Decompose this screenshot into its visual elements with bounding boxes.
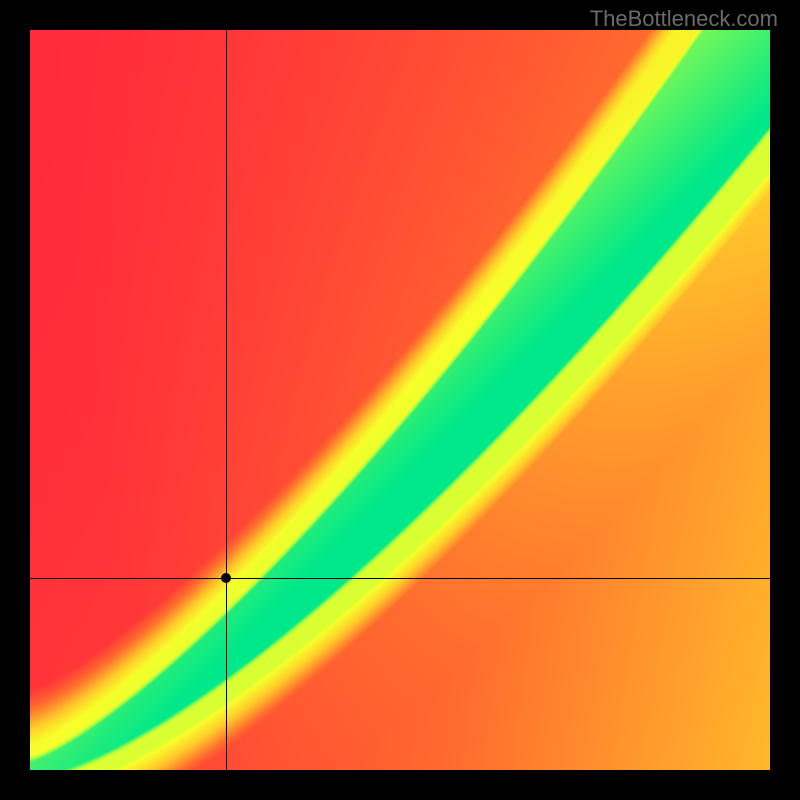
crosshair-vertical xyxy=(226,30,227,770)
crosshair-marker xyxy=(221,573,231,583)
heatmap-canvas xyxy=(30,30,770,770)
crosshair-horizontal xyxy=(30,578,770,579)
watermark-text: TheBottleneck.com xyxy=(590,6,778,32)
plot-area xyxy=(30,30,770,770)
chart-container: TheBottleneck.com xyxy=(0,0,800,800)
